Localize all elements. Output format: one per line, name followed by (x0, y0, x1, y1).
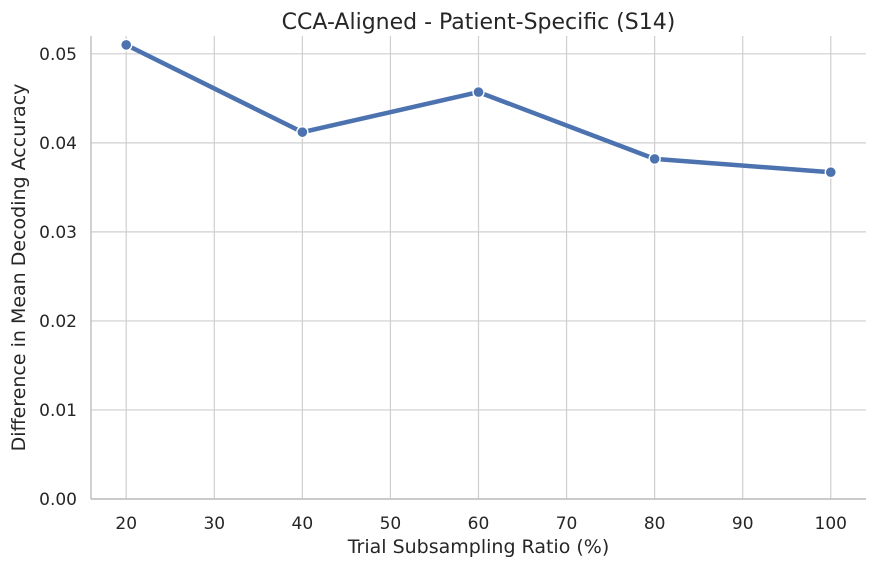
chart-title: CCA-Aligned - Patient-Specific (S14) (282, 10, 676, 35)
x-tick-label: 70 (556, 514, 578, 534)
y-tick-label: 0.02 (39, 312, 77, 332)
x-axis-label: Trial Subsampling Ratio (%) (347, 536, 610, 558)
y-tick-label: 0.00 (39, 490, 77, 510)
x-tick-label: 80 (644, 514, 666, 534)
data-point (472, 85, 485, 99)
x-tick-label: 50 (380, 514, 402, 534)
data-point (824, 166, 837, 179)
y-tick-label: 0.01 (39, 401, 77, 421)
y-tick-label: 0.05 (39, 45, 77, 65)
series-group (120, 38, 837, 179)
x-tick-label: 30 (203, 514, 225, 534)
y-axis-label: Difference in Mean Decoding Accuracy (8, 84, 30, 452)
axes (90, 36, 866, 500)
x-tick-label: 20 (115, 514, 137, 534)
x-tick-labels: 20 30 40 50 60 70 80 90 100 (115, 514, 847, 534)
x-tick-label: 40 (292, 514, 314, 534)
data-point (296, 125, 309, 139)
x-tick-label: 90 (732, 514, 754, 534)
y-tick-label: 0.03 (39, 223, 77, 243)
x-tick-label: 60 (468, 514, 490, 534)
y-tick-label: 0.04 (39, 134, 77, 154)
data-point (648, 152, 661, 166)
data-point (120, 38, 133, 52)
grid (91, 36, 866, 500)
x-tick-label: 100 (815, 514, 847, 534)
y-tick-labels: 0.00 0.01 0.02 0.03 0.04 0.05 (39, 45, 77, 510)
